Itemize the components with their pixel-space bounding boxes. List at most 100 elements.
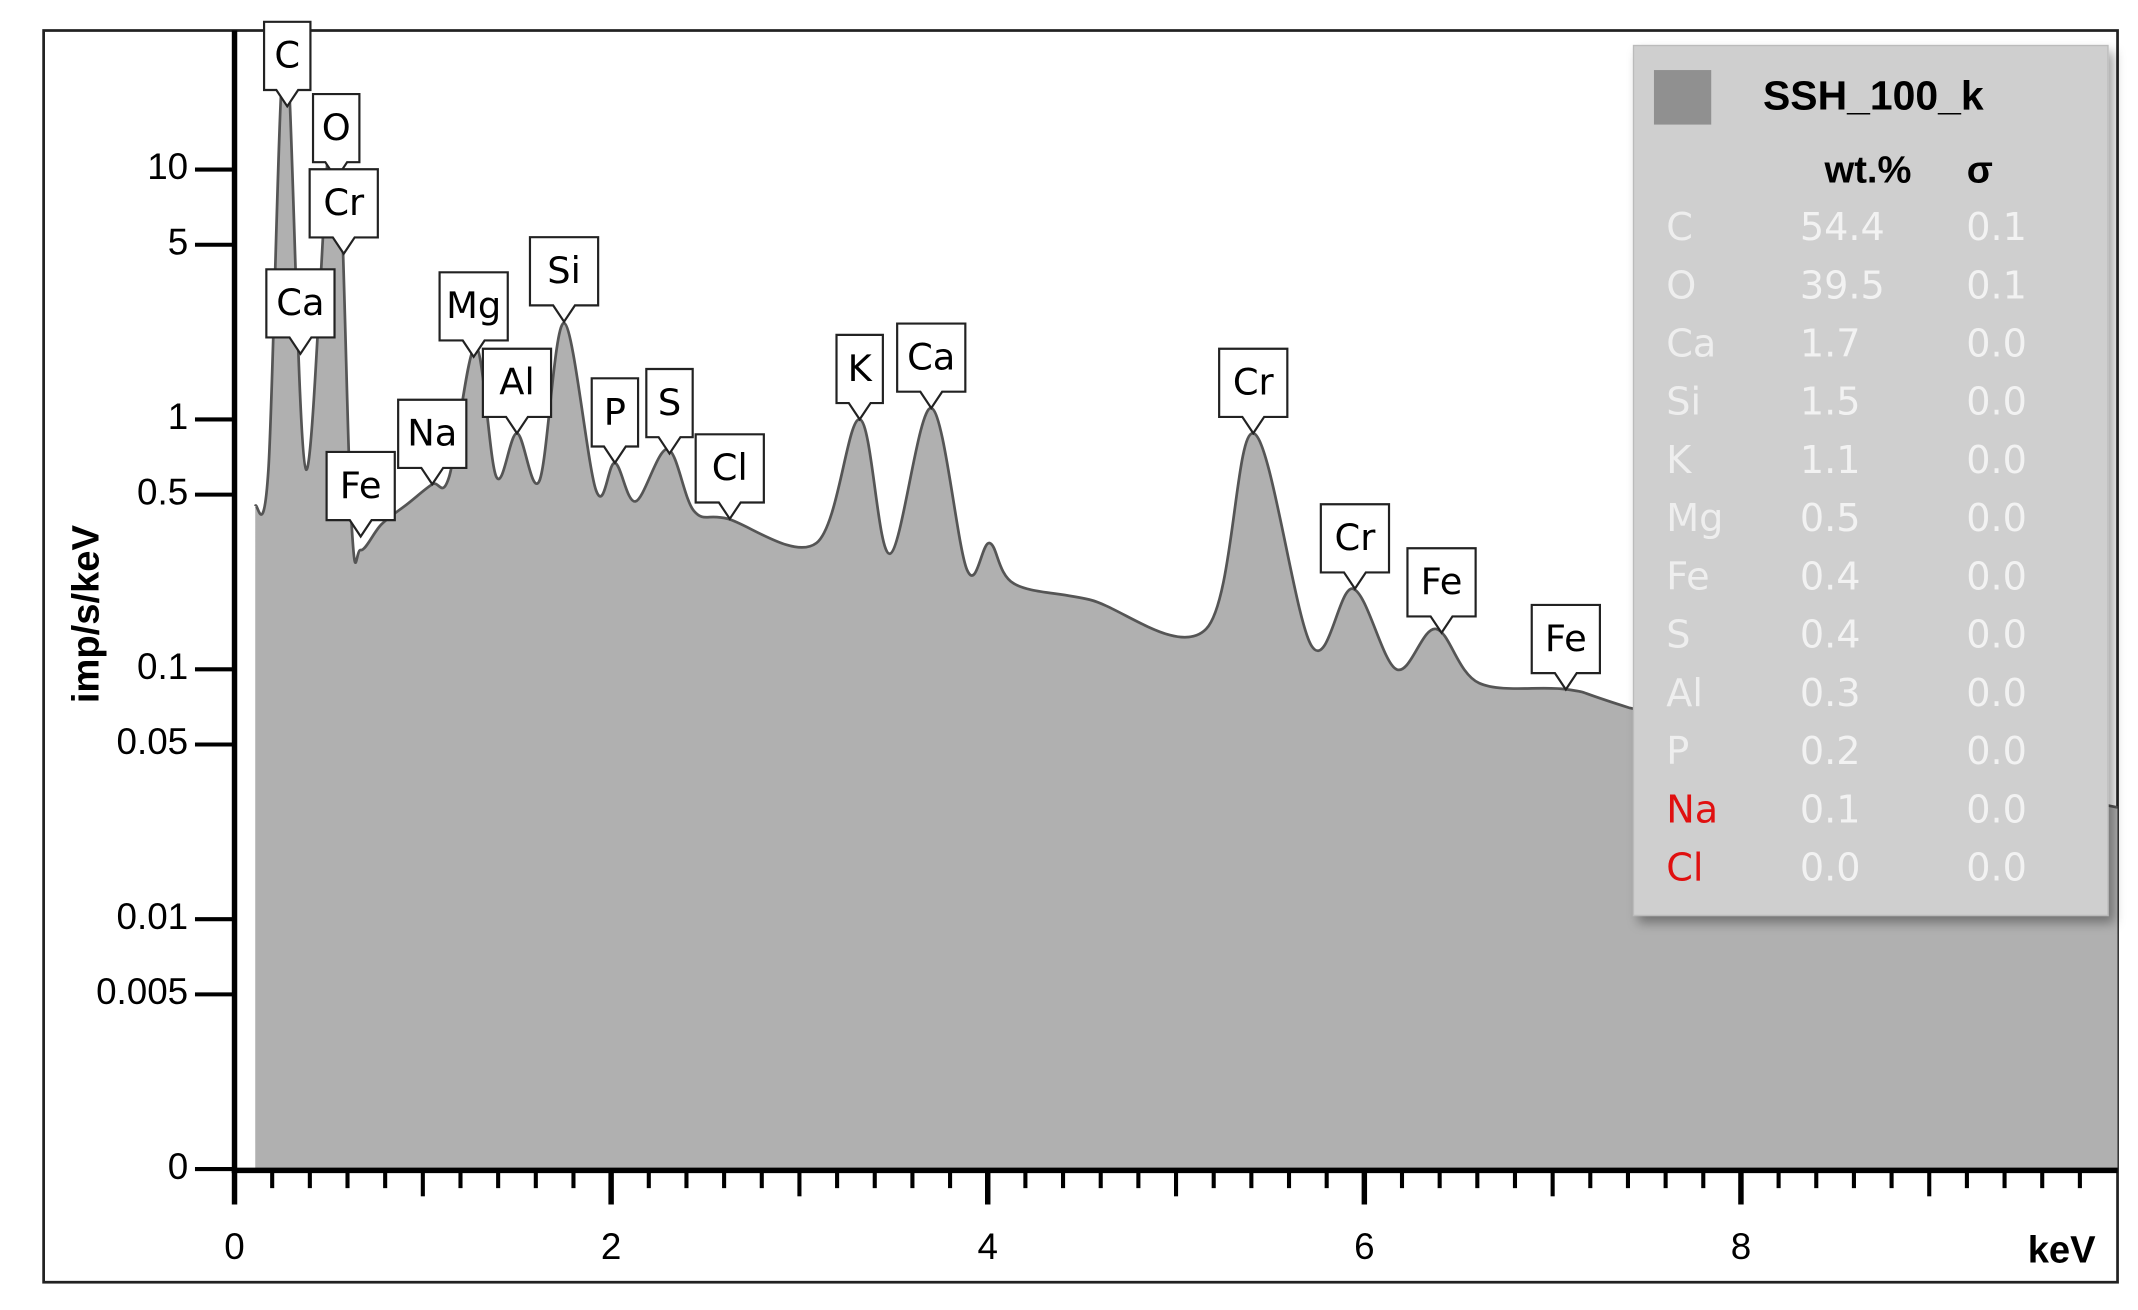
peak-label: Na bbox=[397, 398, 468, 487]
x-tick-label: 6 bbox=[1354, 1226, 1374, 1267]
peak-label-box bbox=[397, 398, 468, 487]
peak-label-text: Cr bbox=[1233, 361, 1275, 404]
table-value: 0.0 bbox=[1966, 497, 2027, 541]
peak-label-text: Na bbox=[407, 412, 457, 455]
peak-label-box bbox=[645, 367, 694, 456]
peak-label-text: Fe bbox=[340, 464, 382, 507]
peak-label-box bbox=[1530, 603, 1602, 692]
table-value: 0.5 bbox=[1800, 497, 1861, 541]
peak-label-box bbox=[528, 236, 600, 324]
peak-label-box bbox=[694, 433, 765, 521]
peak-label-text: Ca bbox=[907, 335, 955, 378]
peak-label-text: Mg bbox=[446, 284, 501, 327]
element-name: O bbox=[1666, 264, 1696, 308]
peak-label-text: Fe bbox=[1545, 617, 1587, 660]
peak-labels: CO Cr Ca Fe Na Mg Al Si P S Cl K Ca Cr Cr Fe Fe bbox=[262, 20, 1602, 692]
peak-label: Cr bbox=[1218, 347, 1289, 436]
element-name: Mg bbox=[1666, 497, 1723, 541]
peak-label-text: Cr bbox=[1335, 516, 1377, 559]
y-tick-label: 0.005 bbox=[96, 971, 188, 1012]
x-axis-label: keV bbox=[2028, 1228, 2096, 1271]
peak-label-box bbox=[1218, 347, 1289, 436]
table-value: 54.4 bbox=[1800, 206, 1885, 250]
table-value: 39.5 bbox=[1800, 264, 1885, 308]
table-value: 0.0 bbox=[1966, 555, 2027, 599]
table-value: 0.0 bbox=[1966, 730, 2027, 774]
table-value: 1.7 bbox=[1800, 323, 1861, 367]
peak-label-text: Al bbox=[499, 361, 534, 404]
legend-title: SSH_100_k bbox=[1763, 72, 1984, 118]
column-header: σ bbox=[1967, 148, 1993, 191]
table-value: 0.0 bbox=[1966, 381, 2027, 425]
peak-label-box bbox=[896, 322, 967, 411]
peak-label-text: Ca bbox=[276, 281, 324, 324]
peak-label-box bbox=[308, 168, 379, 256]
peak-label: S bbox=[645, 367, 694, 456]
y-tick-label: 0.01 bbox=[117, 896, 189, 937]
element-name: S bbox=[1666, 614, 1690, 658]
peak-label-box bbox=[262, 20, 312, 109]
element-name: Si bbox=[1666, 381, 1701, 425]
table-value: 0.4 bbox=[1800, 614, 1861, 658]
x-tick-label: 8 bbox=[1731, 1226, 1751, 1267]
legend-swatch bbox=[1653, 70, 1712, 125]
element-name: Al bbox=[1666, 672, 1703, 716]
peak-label-text: O bbox=[322, 106, 351, 149]
peak-label: Ca bbox=[265, 268, 336, 356]
legend-box bbox=[1632, 44, 2109, 917]
table-value: 0.1 bbox=[1966, 264, 2027, 308]
table-value: 0.0 bbox=[1966, 614, 2027, 658]
peak-label-box bbox=[481, 347, 553, 436]
element-name: Ca bbox=[1666, 323, 1716, 367]
peak-label: K bbox=[835, 333, 884, 422]
peak-label-box bbox=[265, 268, 336, 356]
table-value: 0.0 bbox=[1966, 847, 2027, 891]
peak-label: Si bbox=[528, 236, 600, 324]
peak-label: Fe bbox=[1530, 603, 1602, 692]
y-tick-label: 0.05 bbox=[117, 721, 189, 762]
peak-label-text: P bbox=[604, 390, 626, 433]
y-tick-label: 0.1 bbox=[137, 646, 188, 687]
element-name: C bbox=[1666, 206, 1693, 250]
peak-label: Fe bbox=[325, 450, 396, 539]
peak-label: Cr bbox=[308, 168, 379, 256]
column-header: wt.% bbox=[1824, 148, 1912, 191]
peak-label-box bbox=[325, 450, 396, 539]
peak-label-box bbox=[1319, 503, 1391, 591]
table-value: 0.4 bbox=[1800, 555, 1861, 599]
element-name: Na bbox=[1666, 788, 1718, 832]
peak-label-text: C bbox=[274, 34, 300, 77]
peak-label: Cl bbox=[694, 433, 765, 521]
table-value: 0.0 bbox=[1966, 323, 2027, 367]
x-tick-label: 0 bbox=[224, 1226, 244, 1267]
peak-label: C bbox=[262, 20, 312, 109]
y-axis-label: imp/s/keV bbox=[65, 524, 108, 703]
peak-label-box bbox=[590, 377, 640, 465]
table-value: 0.0 bbox=[1966, 788, 2027, 832]
y-tick-label: 5 bbox=[168, 221, 188, 262]
element-name: K bbox=[1666, 439, 1692, 483]
element-name: Fe bbox=[1666, 555, 1709, 599]
peak-label: Al bbox=[481, 347, 553, 436]
peak-label-text: S bbox=[658, 381, 681, 424]
y-tick-label: 1 bbox=[168, 396, 188, 437]
axes: keV imp/s/keV 0 0.005 0.01 0.05 0.1 0.5 1 5 10 0 2… bbox=[65, 30, 2118, 1271]
peak-label-box bbox=[835, 333, 884, 422]
peak-label: Cr bbox=[1319, 503, 1391, 591]
peak-label-box bbox=[438, 271, 509, 359]
peak-label-text: Fe bbox=[1421, 560, 1463, 603]
y-tick-label: 10 bbox=[147, 146, 188, 187]
peak-label-box bbox=[1406, 547, 1477, 635]
x-tick-label: 2 bbox=[601, 1226, 621, 1267]
table-value: 0.0 bbox=[1800, 847, 1861, 891]
table-value: 0.1 bbox=[1800, 788, 1861, 832]
peak-label: P bbox=[590, 377, 640, 465]
peak-label-text: Cr bbox=[323, 181, 365, 224]
table-value: 0.1 bbox=[1966, 206, 2027, 250]
table-value: 1.5 bbox=[1800, 381, 1861, 425]
legend: SSH_100_k wt.% σ C 54.4 0.1 O 39.5 0.1 Ca 1.7 0.… bbox=[1632, 44, 2109, 917]
peak-label: Mg bbox=[438, 271, 509, 359]
peak-label: Fe bbox=[1406, 547, 1477, 635]
element-name: P bbox=[1666, 730, 1689, 774]
